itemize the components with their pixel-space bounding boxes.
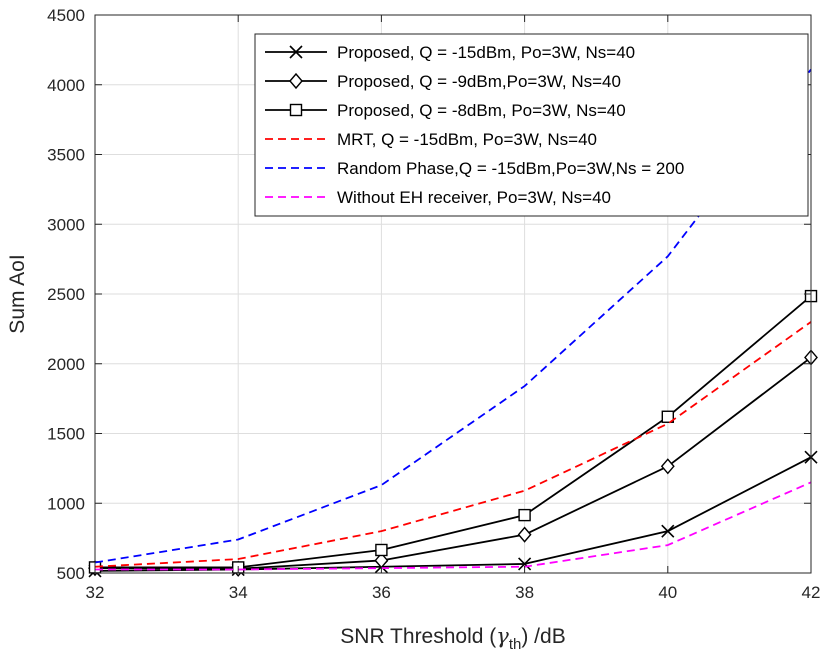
series-6-line — [95, 481, 812, 571]
y-tick-label: 4000 — [47, 76, 85, 95]
series-6 — [95, 481, 812, 571]
series-3-point — [518, 508, 531, 522]
y-axis-label: Sum AoI — [6, 254, 29, 333]
x-tick-label: 38 — [515, 583, 534, 602]
x-tick-label: 34 — [229, 583, 248, 602]
y-tick-label: 3000 — [47, 215, 85, 234]
legend-marker-3 — [289, 103, 303, 117]
y-tick-label: 500 — [57, 564, 85, 583]
legend-label-3: Proposed, Q = -8dBm, Po=3W, Ns=40 — [337, 101, 626, 120]
x-tick-label: 32 — [86, 583, 105, 602]
y-tick-label: 2500 — [47, 285, 85, 304]
y-tick-label: 2000 — [47, 355, 85, 374]
x-tick-label: 36 — [372, 583, 391, 602]
x-axis-label-suffix: ) /dB — [521, 625, 565, 648]
x-tick-label: 40 — [658, 583, 677, 602]
ticks: 32 34 36 38 40 42 500 1000 1500 2000 2500 3000 3500 4… — [47, 6, 820, 602]
series-4-line — [94, 321, 812, 568]
y-tick-label: 4500 — [47, 6, 85, 25]
legend-label-2: Proposed, Q = -9dBm,Po=3W, Ns=40 — [337, 72, 621, 91]
series-2-point — [517, 526, 532, 543]
legend-label-4: MRT, Q = -15dBm, Po=3W, Ns=40 — [337, 130, 597, 149]
y-tick-label: 1000 — [47, 494, 85, 513]
series-3-point — [661, 410, 674, 423]
series-4 — [94, 321, 812, 568]
series-1-point — [518, 557, 532, 571]
series-3-line — [95, 295, 812, 569]
x-axis-label-subscript: th — [509, 636, 522, 653]
y-tick-label: 3500 — [47, 146, 85, 165]
series-5-line — [94, 68, 812, 564]
legend-label-5: Random Phase,Q = -15dBm,Po=3W,Ns = 200 — [337, 159, 684, 178]
x-axis-label-prefix: SNR Threshold ( — [340, 625, 496, 648]
series-3-point — [375, 543, 388, 557]
series-layer — [88, 68, 818, 578]
y-tick-label: 1500 — [47, 425, 85, 444]
series-1-point — [661, 524, 675, 538]
legend-label-1: Proposed, Q = -15dBm, Po=3W, Ns=40 — [337, 43, 635, 62]
x-axis-label: SNR Threshold (γth) /dB — [340, 624, 565, 653]
series-5 — [94, 68, 812, 564]
legend-label-6: Without EH receiver, Po=3W, Ns=40 — [337, 188, 611, 207]
x-axis-label-symbol: γ — [496, 624, 509, 648]
x-tick-label: 42 — [802, 583, 821, 602]
legend-marker-2 — [289, 72, 303, 90]
series-2-point — [660, 458, 675, 475]
legend-box — [254, 33, 809, 217]
legend: Proposed, Q = -15dBm, Po=3W, Ns=40 Propos… — [254, 33, 809, 217]
legend-marker-1 — [289, 45, 303, 59]
